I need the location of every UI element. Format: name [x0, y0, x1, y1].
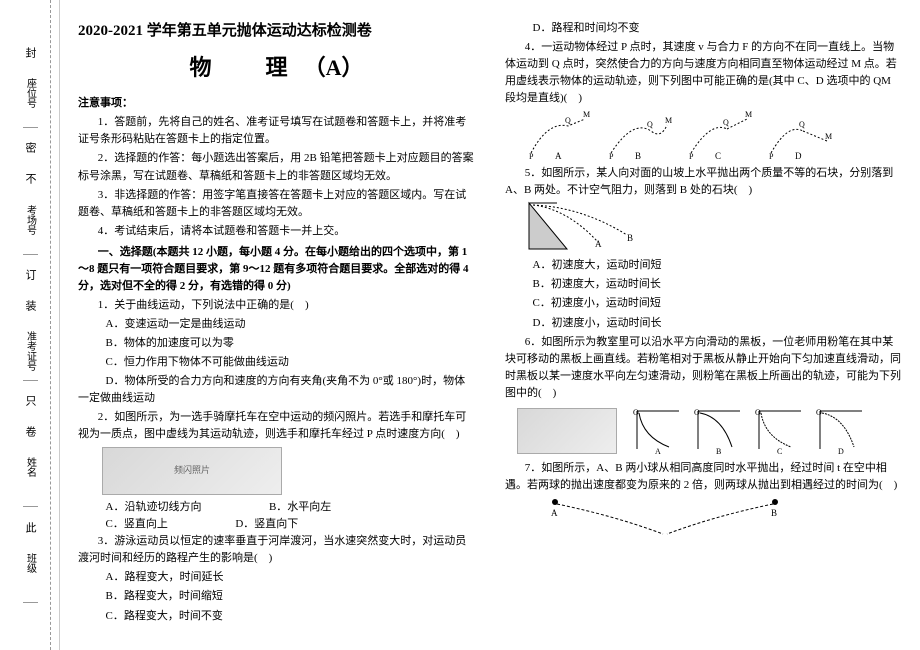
q2-optD: D．竖直向下 [208, 516, 298, 533]
svg-text:O: O [694, 408, 700, 417]
q7-stem: 7．如图所示，A、B 两小球从相同高度同时水平抛出，经过时间 t 在空中相遇。若… [505, 460, 902, 494]
binding-char: 不 [22, 173, 38, 190]
svg-text:M: M [825, 132, 832, 141]
room-field: 考场号 [23, 205, 38, 255]
q3-optB: B．路程变大，时间缩短 [78, 588, 475, 605]
q7-figure: A B [535, 496, 795, 536]
svg-text:M: M [745, 111, 752, 119]
svg-text:M: M [665, 116, 672, 125]
q4-figD: P Q M D [763, 111, 833, 161]
subject-text: 物 理 [190, 55, 304, 80]
q5-optC: C．初速度小，运动时间短 [505, 295, 902, 312]
svg-text:A: A [595, 239, 602, 249]
svg-text:B: B [635, 151, 641, 161]
svg-text:P: P [609, 152, 614, 161]
q4-stem: 4．一运动物体经过 P 点时，其速度 v 与合力 F 的方向不在同一直线上。当物… [505, 39, 902, 107]
q2-optA: A．沿轨迹切线方向 [78, 499, 201, 516]
q5-optA: A．初速度大，运动时间短 [505, 257, 902, 274]
svg-text:C: C [777, 447, 782, 455]
svg-text:B: B [627, 233, 633, 243]
name-field: 姓名 [23, 457, 38, 507]
q4-figA: P Q M A [523, 111, 593, 161]
binding-char: 卷 [22, 426, 38, 443]
q5-optD: D．初速度小，运动时间长 [505, 315, 902, 332]
q3-optD: D．路程和时间均不变 [505, 20, 902, 37]
svg-text:Q: Q [799, 120, 805, 129]
q6-graphA: OA [629, 407, 684, 455]
ticket-field: 准考证号 [23, 331, 38, 381]
svg-text:P: P [529, 152, 534, 161]
svg-text:B: B [716, 447, 721, 455]
svg-text:A: A [655, 447, 661, 455]
svg-text:D: D [838, 447, 844, 455]
svg-text:O: O [755, 408, 761, 417]
seat-field: 座位号 [23, 78, 38, 128]
svg-text:A: A [551, 508, 558, 518]
q4-figB: P Q M B [603, 111, 673, 161]
q4-figures: P Q M A P Q M B P Q M C P Q M D [523, 111, 902, 161]
q6-graphB: OB [690, 407, 745, 455]
svg-text:M: M [583, 111, 590, 119]
binding-char: 封 [22, 47, 38, 64]
q2-stem: 2．如图所示，为一选手骑摩托车在空中运动的频闪照片。若选手和摩托车可视为一质点，… [78, 409, 475, 443]
q1-stem: 1．关于曲线运动，下列说法中正确的是( ) [78, 297, 475, 314]
q6-stem: 6．如图所示为教室里可以沿水平方向滑动的黑板，一位老师用粉笔在其中某块可移动的黑… [505, 334, 902, 402]
q3-optC: C．路程变大，时间不变 [78, 608, 475, 625]
q5-stem: 5．如图所示，某人向对面的山坡上水平抛出两个质量不等的石块，分别落到 A、B 两… [505, 165, 902, 199]
q3-stem: 3．游泳运动员以恒定的速率垂直于河岸渡河，当水速突然变大时，对运动员渡河时间和经… [78, 533, 475, 567]
svg-text:B: B [771, 508, 777, 518]
q1-optB: B．物体的加速度可以为零 [78, 335, 475, 352]
binding-char: 密 [22, 142, 38, 159]
subject-variant: （A） [304, 55, 364, 80]
q3-optA: A．路程变大，时间延长 [78, 569, 475, 586]
binding-labels: 封 座位号 密 不 考场号 订 装 准考证号 只 卷 姓名 此 班级 [10, 40, 50, 610]
q1-optC: C．恒力作用下物体不可能做曲线运动 [78, 354, 475, 371]
svg-text:P: P [689, 152, 694, 161]
svg-text:A: A [555, 151, 562, 161]
q2-figure-label: 频闪照片 [174, 464, 210, 478]
section1-heading: 一、选择题(本题共 12 小题，每小题 4 分。在每小题给出的四个选项中，第 1… [78, 244, 475, 295]
svg-text:P: P [769, 152, 774, 161]
svg-text:Q: Q [647, 120, 653, 129]
q2-optC: C．竖直向上 [78, 516, 168, 533]
q6-figures: OA OB OC OD [511, 406, 902, 456]
q2-figure: 频闪照片 [102, 447, 282, 495]
class-field: 班级 [23, 553, 38, 603]
svg-text:O: O [816, 408, 822, 417]
q5-optB: B．初速度大，运动时间长 [505, 276, 902, 293]
notice-item: 4．考试结束后，请将本试题卷和答题卡一并上交。 [78, 223, 475, 240]
q1-optD: D．物体所受的合力方向和速度的方向有夹角(夹角不为 0°或 180°)时，物体一… [78, 373, 475, 407]
svg-text:O: O [633, 408, 639, 417]
binding-char: 装 [22, 300, 38, 317]
svg-text:D: D [795, 151, 802, 161]
svg-text:Q: Q [723, 118, 729, 127]
binding-dash-line [50, 0, 51, 650]
q4-figC: P Q M C [683, 111, 753, 161]
q2-optB: B．水平向左 [241, 499, 331, 516]
notice-item: 3．非选择题的作答：用签字笔直接答在答题卡上对应的答题区域内。写在试题卷、草稿纸… [78, 187, 475, 221]
notice-item: 2．选择题的作答：每小题选出答案后，用 2B 铅笔把答题卡上对应题目的答案标号涂… [78, 150, 475, 184]
q6-graphC: OC [751, 407, 806, 455]
notice-item: 1．答题前，先将自己的姓名、准考证号填写在试题卷和答题卡上，并将准考证号条形码粘… [78, 114, 475, 148]
binding-margin: 封 座位号 密 不 考场号 订 装 准考证号 只 卷 姓名 此 班级 [0, 0, 60, 650]
binding-char: 只 [22, 395, 38, 412]
q5-figure: A B [527, 201, 902, 257]
subject-heading: 物 理（A） [78, 51, 475, 85]
q6-photo [517, 408, 617, 454]
binding-char: 此 [22, 522, 38, 539]
svg-text:C: C [715, 151, 721, 161]
svg-text:Q: Q [565, 116, 571, 125]
notice-heading: 注意事项： [78, 95, 475, 112]
q6-graphD: OD [812, 407, 867, 455]
binding-char: 订 [22, 269, 38, 286]
exam-title: 2020-2021 学年第五单元抛体运动达标检测卷 [78, 20, 475, 43]
exam-content: 2020-2021 学年第五单元抛体运动达标检测卷 物 理（A） 注意事项： 1… [60, 0, 920, 650]
q1-optA: A．变速运动一定是曲线运动 [78, 316, 475, 333]
